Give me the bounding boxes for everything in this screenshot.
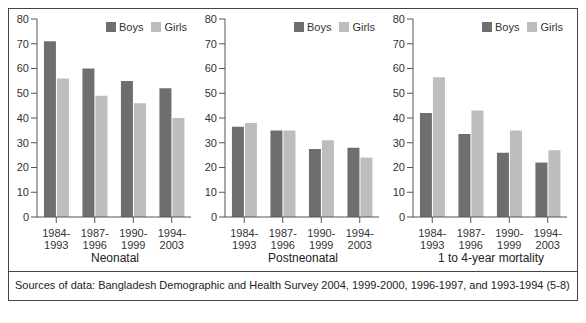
html-text:Boys: Boys bbox=[494, 21, 520, 33]
svg-text:10: 10 bbox=[205, 186, 217, 198]
svg-text:60: 60 bbox=[393, 62, 405, 74]
svg-text:10: 10 bbox=[393, 186, 405, 198]
svg-text:20: 20 bbox=[393, 161, 405, 173]
svg-text:1994-2003: 1994-2003 bbox=[346, 227, 374, 249]
html-text:Postneonatal: Postneonatal bbox=[268, 251, 338, 265]
svg-text:70: 70 bbox=[205, 38, 217, 50]
html-text:Girls: Girls bbox=[352, 21, 375, 33]
svg-text:40: 40 bbox=[393, 112, 405, 124]
svg-text:30: 30 bbox=[205, 137, 217, 149]
svg-text:1987-1996: 1987-1996 bbox=[269, 227, 297, 249]
html-text:Boys: Boys bbox=[118, 21, 144, 33]
svg-text:40: 40 bbox=[205, 112, 217, 124]
svg-text:80: 80 bbox=[393, 13, 405, 25]
svg-text:40: 40 bbox=[17, 112, 29, 124]
svg-text:80: 80 bbox=[17, 13, 29, 25]
html-text:Girls: Girls bbox=[540, 21, 563, 33]
svg-text:1984-1993: 1984-1993 bbox=[418, 227, 446, 249]
svg-text:1984-1993: 1984-1993 bbox=[42, 227, 70, 249]
svg-text:20: 20 bbox=[17, 161, 29, 173]
svg-text:0: 0 bbox=[211, 211, 217, 223]
html-text:Sources of data: Bangladesh De: Sources of data: Bangladesh Demographic … bbox=[15, 279, 570, 291]
svg-text:1994-2003: 1994-2003 bbox=[534, 227, 562, 249]
svg-text:50: 50 bbox=[205, 87, 217, 99]
svg-text:80: 80 bbox=[205, 13, 217, 25]
svg-text:1987-1996: 1987-1996 bbox=[457, 227, 485, 249]
html-text:Boys: Boys bbox=[306, 21, 332, 33]
svg-text:50: 50 bbox=[17, 87, 29, 99]
svg-text:60: 60 bbox=[205, 62, 217, 74]
svg-text:50: 50 bbox=[393, 87, 405, 99]
svg-text:1984-1993: 1984-1993 bbox=[230, 227, 258, 249]
svg-text:30: 30 bbox=[17, 137, 29, 149]
svg-text:10: 10 bbox=[17, 186, 29, 198]
svg-text:1994-2003: 1994-2003 bbox=[158, 227, 186, 249]
html-text:1 to 4-year mortality: 1 to 4-year mortality bbox=[438, 251, 544, 265]
svg-text:30: 30 bbox=[393, 137, 405, 149]
html-text:Girls: Girls bbox=[164, 21, 187, 33]
svg-text:20: 20 bbox=[205, 161, 217, 173]
svg-text:1987-1996: 1987-1996 bbox=[81, 227, 109, 249]
svg-text:1990-1999: 1990-1999 bbox=[495, 227, 523, 249]
svg-text:70: 70 bbox=[393, 38, 405, 50]
svg-text:0: 0 bbox=[23, 211, 29, 223]
svg-text:70: 70 bbox=[17, 38, 29, 50]
html-text:Neonatal: Neonatal bbox=[91, 251, 139, 265]
svg-text:0: 0 bbox=[399, 211, 405, 223]
svg-text:1990-1999: 1990-1999 bbox=[307, 227, 335, 249]
svg-text:60: 60 bbox=[17, 62, 29, 74]
svg-text:1990-1999: 1990-1999 bbox=[119, 227, 147, 249]
